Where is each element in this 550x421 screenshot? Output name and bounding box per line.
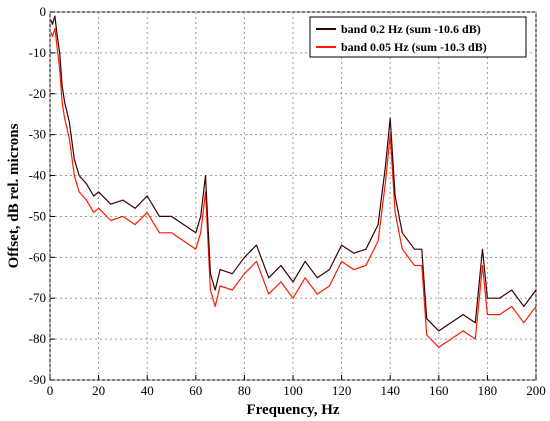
ticks: 0 20 40 60 80 100 120 140 160 180 200 0 -10 -20 -30 -40… [29, 4, 546, 398]
x-tick-label: 0 [47, 383, 54, 398]
y-tick-label: 0 [40, 4, 47, 19]
y-tick-label: -60 [29, 249, 46, 264]
y-tick-label: -50 [29, 208, 46, 223]
series-line-0 [50, 15, 537, 332]
legend-box [309, 16, 527, 58]
y-tick-label: -70 [29, 290, 46, 305]
y-tick-label: -30 [29, 127, 46, 142]
legend: band 0.2 Hz (sum -10.6 dB) band 0.05 Hz … [309, 16, 527, 58]
x-tick-label: 60 [189, 383, 202, 398]
y-tick-label: -90 [29, 372, 46, 387]
y-axis-label: Offset, dB rel. microns [6, 123, 22, 268]
y-tick-label: -20 [29, 86, 46, 101]
x-tick-label: 200 [526, 383, 546, 398]
x-tick-label: 180 [478, 383, 498, 398]
x-tick-label: 40 [141, 383, 154, 398]
legend-label-band-02: band 0.2 Hz (sum -10.6 dB) [341, 22, 481, 36]
x-tick-label: 20 [92, 383, 105, 398]
x-tick-label: 160 [429, 383, 449, 398]
x-tick-label: 80 [238, 383, 251, 398]
series-line-1 [50, 27, 537, 348]
x-tick-label: 120 [332, 383, 352, 398]
x-tick-label: 100 [283, 383, 303, 398]
y-tick-label: -40 [29, 168, 46, 183]
series-layer [50, 15, 537, 348]
y-tick-label: -80 [29, 331, 46, 346]
x-tick-label: 140 [380, 383, 400, 398]
y-tick-label: -10 [29, 45, 46, 60]
x-axis-label: Frequency, Hz [246, 402, 339, 418]
legend-label-band-005: band 0.05 Hz (sum -10.3 dB) [341, 40, 487, 54]
